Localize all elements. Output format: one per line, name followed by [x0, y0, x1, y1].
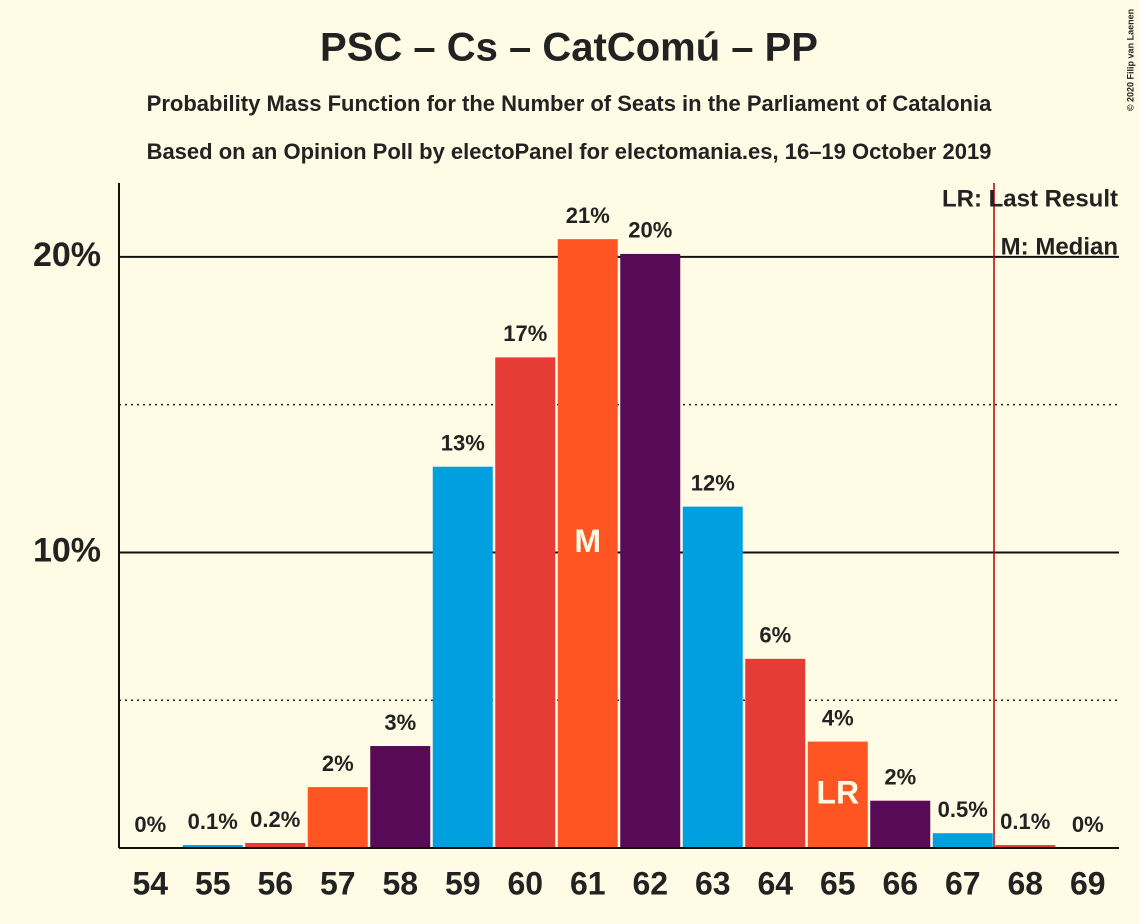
- x-tick-label: 57: [320, 865, 356, 901]
- x-tick-label: 69: [1070, 865, 1106, 901]
- bar: [557, 239, 618, 849]
- x-tick-label: 58: [382, 865, 418, 901]
- bar: [307, 787, 368, 848]
- legend-entry: M: Median: [1001, 233, 1118, 260]
- bar: [495, 357, 556, 848]
- x-tick-label: 67: [945, 865, 981, 901]
- chart-subtitle: Based on an Opinion Poll by electoPanel …: [147, 139, 992, 164]
- value-label: 0%: [134, 812, 166, 837]
- y-tick-label: 20%: [33, 236, 101, 274]
- bar: [932, 833, 993, 848]
- value-label: 0.2%: [250, 807, 300, 832]
- x-tick-label: 62: [632, 865, 668, 901]
- chart-title: PSC – Cs – CatComú – PP: [320, 26, 818, 70]
- x-tick-label: 55: [195, 865, 231, 901]
- x-tick-label: 60: [507, 865, 543, 901]
- marker-label: M: [574, 523, 601, 559]
- bar: [245, 842, 306, 848]
- x-tick-label: 65: [820, 865, 856, 901]
- copyright: © 2020 Filip van Laenen: [1125, 9, 1135, 111]
- x-tick-label: 68: [1007, 865, 1043, 901]
- x-tick-label: 54: [132, 865, 168, 901]
- value-label: 13%: [441, 431, 485, 456]
- value-label: 0.1%: [1000, 809, 1050, 834]
- x-tick-label: 59: [445, 865, 481, 901]
- x-tick-label: 66: [882, 865, 918, 901]
- value-label: 0%: [1072, 812, 1104, 837]
- chart-subtitle: Probability Mass Function for the Number…: [147, 91, 992, 116]
- y-tick-label: 10%: [33, 531, 101, 569]
- bar: [182, 845, 243, 848]
- value-label: 2%: [322, 751, 354, 776]
- bar: [370, 746, 431, 848]
- bar: [995, 845, 1056, 848]
- value-label: 3%: [384, 710, 416, 735]
- x-tick-label: 64: [757, 865, 793, 901]
- marker-label: LR: [816, 774, 859, 810]
- value-label: 21%: [566, 203, 610, 228]
- value-label: 20%: [628, 218, 672, 243]
- bar: [807, 741, 868, 848]
- bar: [745, 658, 806, 848]
- value-label: 17%: [503, 321, 547, 346]
- bar: [870, 800, 931, 848]
- value-label: 0.5%: [938, 797, 988, 822]
- bar: [682, 506, 743, 848]
- value-label: 2%: [884, 765, 916, 790]
- legend-entry: LR: Last Result: [942, 185, 1118, 212]
- value-label: 0.1%: [188, 809, 238, 834]
- x-tick-label: 56: [257, 865, 293, 901]
- value-label: 4%: [822, 705, 854, 730]
- bar: [620, 253, 681, 848]
- x-tick-label: 61: [570, 865, 606, 901]
- value-label: 6%: [759, 623, 791, 648]
- x-tick-label: 63: [695, 865, 731, 901]
- bar: [432, 466, 493, 848]
- value-label: 12%: [691, 470, 735, 495]
